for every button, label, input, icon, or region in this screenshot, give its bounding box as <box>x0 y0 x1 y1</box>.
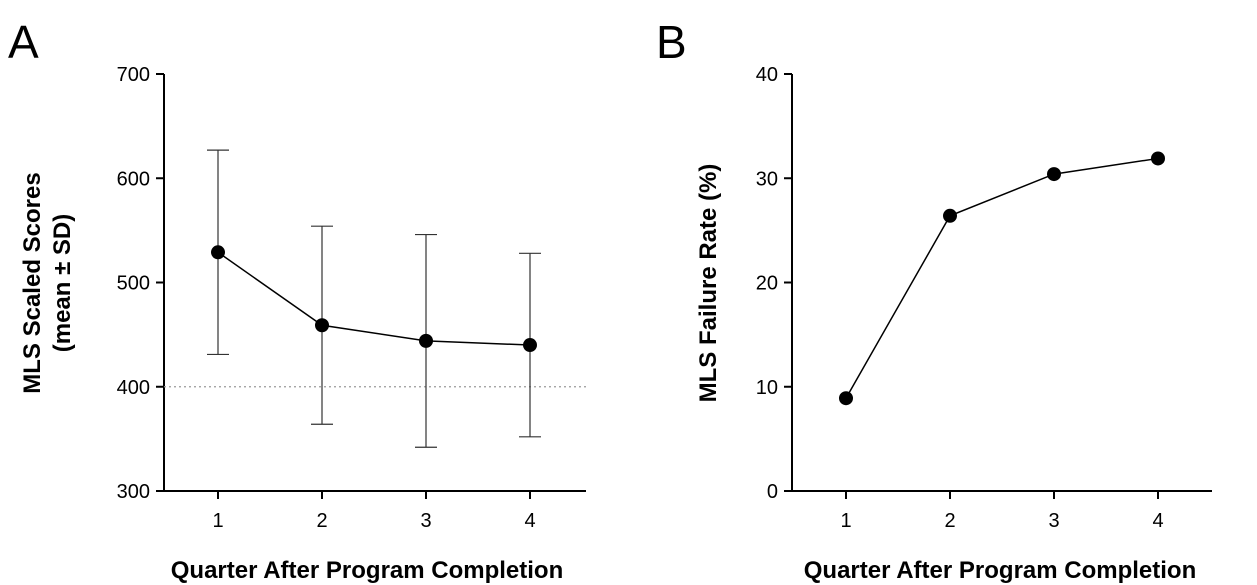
panel-b-xlabel: Quarter After Program Completion <box>804 557 1197 584</box>
panel-a-y-tick-label: 600 <box>117 168 150 190</box>
panel-a-y-tick-label: 500 <box>117 273 150 295</box>
panel-a-ylabel-line2: (mean ± SD) <box>49 214 76 353</box>
panel-b-x-tick-label: 1 <box>840 510 851 532</box>
panel-b: B MLS Failure Rate (%) Quarter After Pro… <box>656 16 1212 584</box>
panel-b-series-line <box>845 157 1159 399</box>
panel-a-y-tick-label: 300 <box>117 481 150 503</box>
panel-b-x-tick-label: 2 <box>944 510 955 532</box>
panel-a-data-point <box>523 338 537 353</box>
panel-a-ylabel-line1: MLS Scaled Scores <box>19 172 46 393</box>
panel-b-data-point <box>1047 167 1061 182</box>
panel-b-y-tick-label: 0 <box>767 481 778 503</box>
panel-a-x-tick-label: 3 <box>420 510 431 532</box>
panel-b-data-point <box>943 208 957 223</box>
panel-b-y-tick-label: 20 <box>756 273 778 295</box>
panel-a-xlabel: Quarter After Program Completion <box>171 557 564 584</box>
panel-a-plot-area: 300 400 500 600 700 1 2 3 4 <box>117 64 586 532</box>
panel-a-y-tick-label: 400 <box>117 377 150 399</box>
panel-a-x-tick-label: 1 <box>212 510 223 532</box>
panel-a-series-line <box>217 251 531 346</box>
panel-b-x-tick-label: 4 <box>1152 510 1163 532</box>
panel-a-data-point <box>419 333 433 348</box>
panel-b-x-tick-label: 3 <box>1048 510 1059 532</box>
panel-a-x-tick-label: 2 <box>316 510 327 532</box>
panel-a-data-point <box>315 318 329 333</box>
panel-b-data-point <box>1151 151 1165 166</box>
panel-b-y-tick-label: 10 <box>756 377 778 399</box>
panel-a-x-tick-label: 4 <box>524 510 535 532</box>
panel-b-y-tick-label: 40 <box>756 64 778 86</box>
panel-a: A MLS Scaled Scores (mean ± SD) Quarter … <box>8 16 586 584</box>
panel-a-y-tick-label: 700 <box>117 64 150 86</box>
panel-a-letter: A <box>8 16 39 68</box>
panel-b-letter: B <box>656 16 687 68</box>
panel-a-data-point <box>211 245 225 260</box>
panel-b-y-tick-label: 30 <box>756 168 778 190</box>
panel-b-plot-area: 0 10 20 30 40 1 2 3 4 <box>756 64 1212 532</box>
panel-b-ylabel: MLS Failure Rate (%) <box>695 164 722 403</box>
panel-b-data-point <box>839 391 853 406</box>
